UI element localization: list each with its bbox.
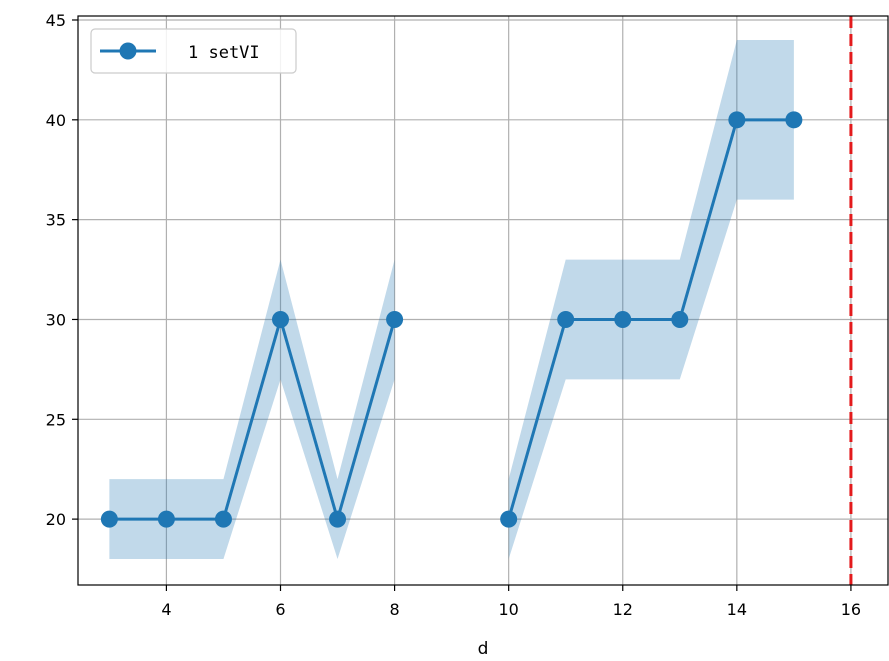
data-point [100,510,118,528]
x-tick-label: 4 [161,600,171,619]
data-point [386,310,404,328]
y-tick-label: 35 [46,211,66,230]
x-axis-label: d [478,639,489,659]
y-tick-label: 45 [46,11,66,30]
x-tick-label: 16 [841,600,861,619]
x-tick-label: 6 [275,600,285,619]
x-tick-label: 12 [613,600,633,619]
data-point [272,310,289,328]
data-point [785,111,803,129]
data-point [728,111,746,129]
data-point [557,310,575,328]
data-point [671,310,689,328]
x-tick-label: 14 [727,600,747,619]
data-point [157,510,175,528]
legend-marker [119,42,137,60]
y-tick-label: 25 [46,410,66,429]
y-tick-label: 30 [46,310,66,329]
data-point [614,310,632,328]
data-point [500,510,518,528]
data-point [329,510,347,528]
legend-frame [90,28,297,74]
confidence-bands [109,39,794,560]
series-line [507,118,794,520]
legend-label: 1 setVI [188,43,260,63]
axes [72,15,889,591]
y-tick-label: 20 [46,510,66,529]
tick-labels: 4 6 8 10 12 14 16 20 25 30 35 40 45 [46,11,861,619]
confidence-band [109,259,395,560]
x-tick-label: 10 [498,600,518,619]
series-line [109,317,397,521]
series-lines [109,118,794,521]
series-points [100,111,803,528]
confidence-band [508,39,794,560]
y-tick-label: 40 [46,111,66,130]
legend: 1 setVI [90,28,297,74]
plot-frame [77,15,889,586]
data-point [214,510,232,528]
x-tick-label: 8 [389,600,399,619]
grid [78,16,888,585]
